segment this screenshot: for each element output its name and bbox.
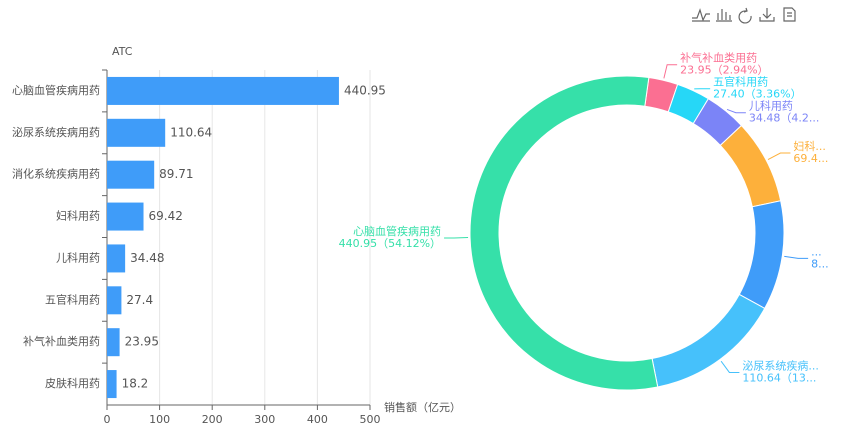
y-tick-label: 心脑血管疾病用药 [12,83,100,97]
y-tick-label: 妇科用药 [56,209,100,223]
bar [107,244,126,273]
tool-data[interactable] [783,7,796,22]
bar-label: 110.64 [170,125,212,139]
bar-label: 89.71 [159,167,193,181]
slice [738,200,785,310]
bar [107,328,120,357]
bar [107,160,155,189]
bar-label: 34.48 [130,251,164,265]
slice-value: 69.4... [793,152,828,165]
toolbox [692,7,796,24]
bar [107,202,144,231]
x-tick-label: 300 [254,413,275,426]
slice-value: 27.40（3.36%） [713,88,801,101]
label-line [720,360,740,373]
slice-value: 110.64（13... [742,371,816,384]
tool-download[interactable] [759,8,775,22]
slice-label: 儿科用药 [749,99,793,113]
y-tick-label: 补气补血类用药 [23,334,100,348]
slice-value: 34.48（4.2... [749,112,819,125]
tool-restore[interactable] [738,7,752,24]
slice-value: 440.95（54.12%） [339,237,441,250]
slice-label: 泌尿系统疾病... [742,358,819,372]
tool-line[interactable] [692,8,710,22]
label-line [726,108,746,114]
y-tick-label: 儿科用药 [56,250,100,264]
bar [107,370,117,399]
bar [107,118,166,147]
y-tick-label: 五官科用药 [45,292,100,306]
x-tick-label: 500 [360,413,381,426]
x-tick-label: 0 [104,413,111,426]
bar-label: 23.95 [125,335,159,349]
x-tick-label: 200 [202,413,223,426]
x-tick-label: 100 [149,413,170,426]
y-tick-label: 皮肤科用药 [45,376,100,390]
bar [107,76,339,105]
slice [719,124,782,208]
y-axis-name: ATC [112,45,133,58]
tool-bar[interactable] [716,9,732,22]
slice-label: 补气补血类用药 [680,51,757,65]
y-tick-label: 泌尿系统疾病用药 [12,125,100,139]
slice-label: 五官科用药 [713,75,768,89]
slice-label: 心脑血管疾病用药 [353,224,441,238]
slice [469,75,659,391]
slice-value: 8... [811,257,829,270]
slice-label: ... [811,245,822,258]
bar-label: 69.42 [149,209,183,223]
x-tick-label: 400 [307,413,328,426]
y-tick-label: 消化系统疾病用药 [12,167,100,181]
bar-label: 440.95 [344,83,386,97]
bar-label: 18.2 [122,377,149,391]
label-line [767,152,791,160]
label-line [784,255,809,259]
slice-label: 妇科... [793,139,826,153]
label-line [663,64,678,79]
x-axis-name: 销售额（亿元） [384,400,461,414]
bar-label: 27.4 [126,293,153,307]
bar [107,286,122,315]
slice-value: 23.95（2.94%） [680,64,768,77]
